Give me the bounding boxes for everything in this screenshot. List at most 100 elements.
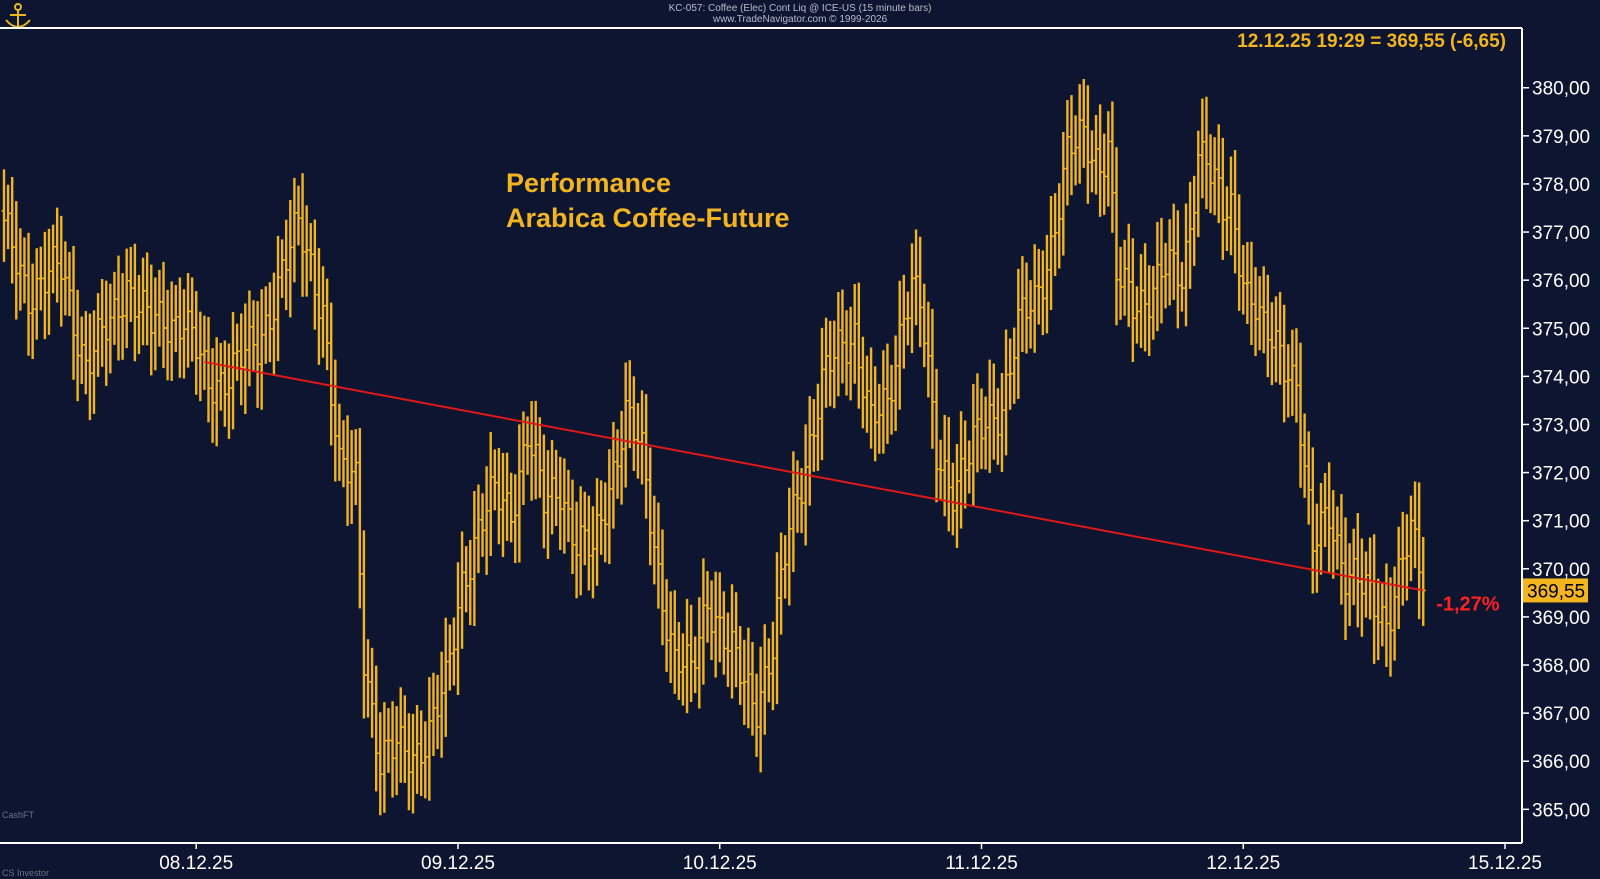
- ohlc-bar: [839, 289, 845, 384]
- ohlc-bar: [1224, 186, 1230, 251]
- ohlc-bar: [774, 552, 780, 705]
- ohlc-bar: [557, 456, 563, 550]
- ohlc-bar: [516, 424, 522, 563]
- ohlc-bar: [999, 373, 1005, 473]
- ohlc-bar: [680, 633, 686, 706]
- ohlc-bar: [1371, 534, 1377, 664]
- ohlc-bar: [770, 621, 776, 711]
- ohlc-bar: [623, 362, 629, 488]
- ohlc-bar: [259, 289, 265, 410]
- ohlc-bar: [901, 274, 907, 369]
- ohlc-bar: [324, 278, 330, 371]
- ohlc-bar: [418, 710, 424, 797]
- ohlc-bar: [173, 284, 179, 353]
- ohlc-bar: [807, 396, 813, 506]
- ohlc-bar: [1232, 149, 1238, 274]
- ohlc-bar: [762, 624, 768, 735]
- ohlc-bar: [71, 246, 77, 380]
- ohlc-bar: [598, 480, 604, 555]
- ohlc-bar: [1175, 210, 1181, 329]
- ohlc-bar: [1064, 99, 1070, 206]
- ohlc-bar: [394, 706, 400, 796]
- ohlc-bar: [242, 303, 248, 414]
- ohlc-bar: [880, 350, 886, 454]
- ohlc-bar: [504, 452, 510, 541]
- ohlc-bar: [565, 469, 571, 543]
- ohlc-bar: [520, 411, 526, 506]
- ohlc-bar: [443, 617, 449, 737]
- ohlc-bar: [267, 282, 273, 363]
- ohlc-bar: [459, 531, 465, 649]
- ohlc-bar: [1191, 175, 1197, 266]
- ohlc-bar: [790, 451, 796, 573]
- ohlc-bar: [332, 359, 338, 482]
- ohlc-bar: [439, 651, 445, 758]
- ohlc-bar: [295, 185, 301, 246]
- ohlc-bar: [300, 173, 306, 297]
- ohlc-bar: [287, 199, 293, 318]
- ohlc-bar: [696, 597, 702, 709]
- ohlc-bar: [1073, 115, 1079, 186]
- ohlc-bar: [1367, 537, 1373, 620]
- ohlc-bar: [1248, 241, 1254, 346]
- ohlc-bar: [255, 301, 261, 408]
- ohlc-bar: [815, 383, 821, 471]
- ohlc-bar: [725, 612, 731, 687]
- ohlc-bar: [9, 176, 15, 284]
- ohlc-bar: [602, 482, 608, 563]
- ohlc-bar: [463, 546, 469, 613]
- ohlc-bar: [201, 315, 207, 390]
- ohlc-bar: [308, 223, 314, 282]
- ohlc-bar: [349, 430, 355, 524]
- ohlc-bar: [140, 257, 146, 346]
- ohlc-bar: [995, 388, 1001, 465]
- y-tick-label: 365,00: [1532, 800, 1590, 821]
- ohlc-bar: [692, 636, 698, 694]
- ohlc-bar: [1347, 543, 1353, 626]
- ohlc-bar: [889, 364, 895, 435]
- ohlc-bar: [664, 579, 670, 672]
- ohlc-bar: [582, 491, 588, 566]
- ohlc-bar: [430, 672, 436, 757]
- ohlc-bar: [144, 252, 150, 346]
- ohlc-bar: [58, 215, 64, 327]
- ohlc-bar: [1122, 239, 1128, 316]
- ohlc-bar: [549, 440, 555, 535]
- ohlc-bar: [578, 486, 584, 596]
- ohlc-bar: [1408, 495, 1414, 582]
- ohlc-bar: [533, 400, 539, 500]
- ohlc-bar: [962, 420, 968, 509]
- ohlc-bar: [754, 673, 760, 757]
- ohlc-bar: [983, 396, 989, 470]
- ohlc-bar: [181, 289, 187, 379]
- ohlc-bar: [1273, 296, 1279, 383]
- ohlc-bar: [729, 584, 735, 699]
- ohlc-bar: [1240, 244, 1246, 315]
- ohlc-bar: [561, 458, 567, 554]
- ohlc-bar: [361, 530, 367, 719]
- ohlc-bar: [946, 417, 952, 532]
- ohlc-bar: [1322, 473, 1328, 547]
- ohlc-bar: [700, 558, 706, 685]
- ohlc-bar: [1265, 274, 1271, 378]
- ohlc-bar: [1003, 329, 1009, 456]
- ohlc-bar: [1150, 266, 1156, 340]
- ohlc-bar: [1355, 512, 1361, 628]
- ohlc-bar: [500, 453, 506, 557]
- ohlc-bar: [451, 617, 457, 686]
- ohlc-bar: [148, 264, 154, 376]
- ohlc-bar: [766, 638, 772, 703]
- ohlc-bar: [1420, 537, 1426, 626]
- ohlc-bar: [377, 712, 383, 816]
- ohlc-bar: [1306, 431, 1312, 525]
- x-tick-label: 10.12.25: [683, 853, 757, 874]
- ohlc-bar: [1208, 134, 1214, 214]
- trend-line[interactable]: [204, 360, 1424, 592]
- ohlc-bar: [868, 347, 874, 449]
- ohlc-bar: [271, 272, 277, 376]
- chart-title-line: Arabica Coffee-Future: [506, 203, 790, 233]
- ohlc-bar: [631, 376, 637, 472]
- ohlc-bar: [590, 506, 596, 599]
- ohlc-bar: [238, 313, 244, 406]
- ohlc-bar: [979, 388, 985, 470]
